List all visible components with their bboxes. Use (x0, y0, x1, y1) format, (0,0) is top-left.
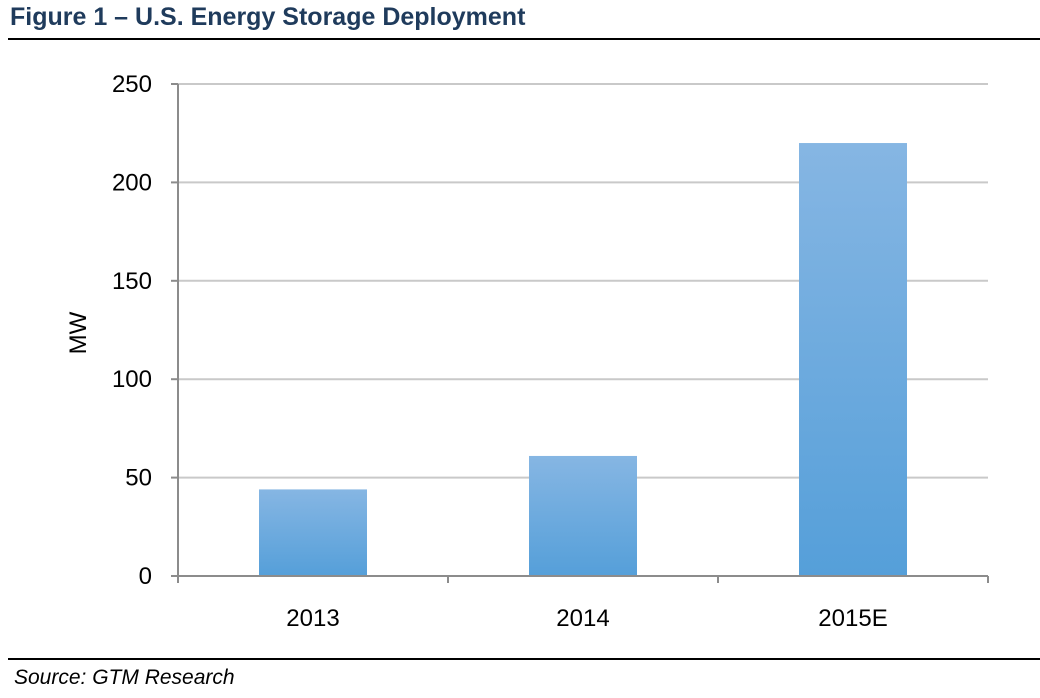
figure-title: Figure 1 – U.S. Energy Storage Deploymen… (10, 3, 526, 31)
labels: 0 50 100 150 200 250 2013 2014 2015E (112, 71, 888, 632)
x-tick-label: 2014 (556, 605, 609, 632)
source-rule (8, 658, 1040, 660)
source-note: Source: GTM Research (14, 666, 235, 689)
x-tick-label: 2013 (286, 605, 339, 632)
x-tick-label: 2015E (818, 605, 887, 632)
y-tick-label: 250 (112, 71, 152, 98)
y-tick-label: 150 (112, 268, 152, 295)
bars (259, 143, 907, 577)
y-axis-title: MW (65, 311, 92, 354)
y-tick-label: 0 (139, 563, 152, 590)
bar-2013 (259, 489, 367, 576)
bar-2014 (529, 455, 637, 576)
bar-2015E (799, 143, 907, 577)
y-tick-label: 50 (125, 465, 152, 492)
y-tick-label: 100 (112, 366, 152, 393)
axes (171, 83, 989, 583)
y-tick-label: 200 (112, 169, 152, 196)
title-rule (8, 38, 1040, 40)
